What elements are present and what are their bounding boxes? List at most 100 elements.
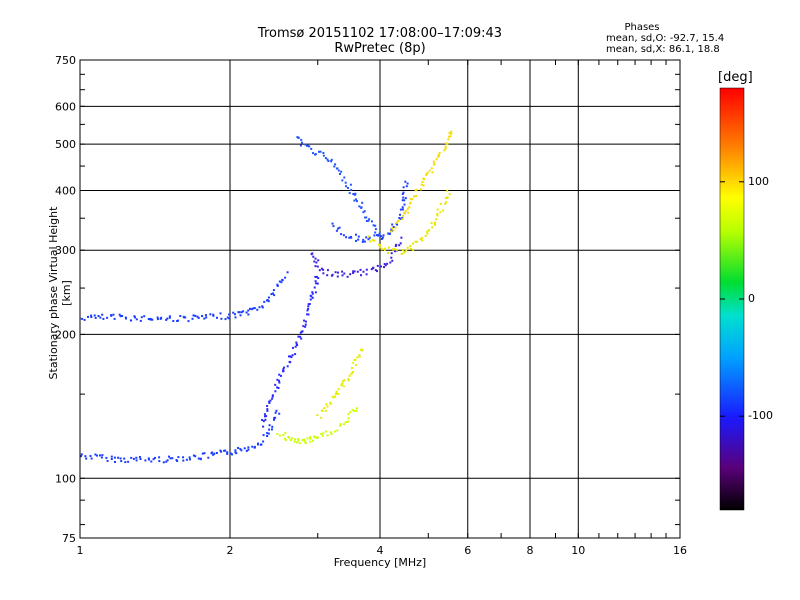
data-point bbox=[394, 245, 397, 247]
data-point bbox=[212, 313, 215, 316]
data-point bbox=[138, 456, 141, 458]
data-point bbox=[106, 459, 109, 462]
data-point bbox=[436, 214, 439, 217]
data-point bbox=[294, 345, 297, 348]
data-point bbox=[406, 246, 409, 249]
data-point bbox=[290, 356, 293, 359]
data-point bbox=[431, 226, 434, 229]
data-point bbox=[342, 385, 345, 388]
phases-x-values: 86.1, 18.8 bbox=[668, 44, 720, 55]
data-point bbox=[421, 180, 424, 183]
data-point bbox=[388, 233, 391, 235]
data-point bbox=[343, 423, 345, 426]
data-point bbox=[290, 437, 293, 440]
data-point bbox=[234, 313, 236, 316]
data-point bbox=[356, 356, 359, 359]
data-point bbox=[235, 452, 238, 455]
data-point bbox=[374, 269, 377, 272]
data-point bbox=[382, 234, 385, 237]
data-point bbox=[274, 383, 277, 386]
data-point bbox=[282, 434, 285, 436]
data-point bbox=[197, 316, 200, 319]
data-point bbox=[125, 317, 127, 320]
data-point bbox=[303, 438, 306, 441]
data-point bbox=[383, 247, 386, 250]
data-point bbox=[266, 405, 269, 407]
data-point bbox=[450, 130, 453, 133]
data-point bbox=[282, 370, 284, 373]
data-point bbox=[267, 296, 270, 299]
data-point bbox=[93, 314, 96, 317]
data-point bbox=[334, 271, 337, 274]
data-point bbox=[196, 315, 199, 318]
data-point bbox=[369, 240, 372, 243]
data-point bbox=[402, 186, 405, 189]
x-tick-label: 16 bbox=[673, 544, 687, 557]
data-point bbox=[352, 371, 354, 373]
data-point bbox=[266, 435, 269, 437]
data-point bbox=[130, 319, 133, 322]
data-point bbox=[347, 413, 350, 416]
data-point bbox=[310, 253, 313, 256]
data-point bbox=[297, 136, 300, 139]
data-point bbox=[425, 174, 428, 176]
data-point bbox=[276, 386, 279, 389]
x-tick-label: 10 bbox=[571, 544, 585, 557]
data-point bbox=[150, 460, 153, 463]
data-point bbox=[311, 292, 314, 295]
data-point bbox=[315, 261, 318, 264]
data-point bbox=[365, 216, 368, 219]
data-point bbox=[113, 456, 116, 459]
data-point bbox=[365, 268, 368, 271]
data-point bbox=[302, 325, 305, 328]
data-point bbox=[365, 236, 368, 239]
data-point bbox=[400, 253, 403, 255]
data-point bbox=[445, 201, 447, 204]
data-point bbox=[294, 353, 297, 356]
data-point bbox=[83, 318, 86, 321]
trace bbox=[390, 130, 453, 233]
data-point bbox=[234, 316, 237, 319]
data-point bbox=[283, 366, 285, 369]
x-tick-label: 2 bbox=[227, 544, 234, 557]
data-point bbox=[268, 424, 271, 427]
data-point bbox=[275, 409, 278, 412]
data-point bbox=[216, 316, 218, 319]
data-point bbox=[228, 317, 230, 320]
data-point bbox=[240, 311, 243, 314]
data-point bbox=[434, 221, 437, 224]
data-point bbox=[101, 454, 104, 457]
data-point bbox=[264, 415, 266, 418]
data-point bbox=[132, 457, 135, 460]
data-point bbox=[326, 274, 329, 277]
data-point bbox=[261, 305, 264, 308]
data-point bbox=[376, 264, 379, 267]
data-point bbox=[147, 318, 150, 320]
data-point bbox=[90, 316, 93, 318]
data-point bbox=[374, 231, 377, 234]
data-point bbox=[391, 223, 394, 226]
data-point bbox=[401, 193, 404, 195]
data-point bbox=[320, 433, 323, 435]
data-point bbox=[194, 455, 197, 458]
data-point bbox=[334, 163, 337, 166]
data-point bbox=[373, 239, 376, 242]
data-point bbox=[362, 238, 365, 241]
data-point bbox=[160, 316, 163, 319]
data-point bbox=[189, 458, 191, 461]
data-point bbox=[340, 233, 343, 236]
data-point bbox=[274, 390, 277, 393]
trace bbox=[80, 271, 289, 323]
data-point bbox=[231, 453, 234, 456]
data-point bbox=[401, 217, 404, 220]
data-point bbox=[352, 272, 355, 274]
data-point bbox=[294, 438, 297, 441]
data-point bbox=[332, 225, 335, 228]
data-point bbox=[169, 457, 172, 460]
data-point bbox=[347, 420, 349, 423]
data-point bbox=[247, 446, 250, 449]
data-point bbox=[330, 158, 333, 161]
data-point bbox=[330, 432, 333, 435]
data-point bbox=[317, 259, 320, 262]
